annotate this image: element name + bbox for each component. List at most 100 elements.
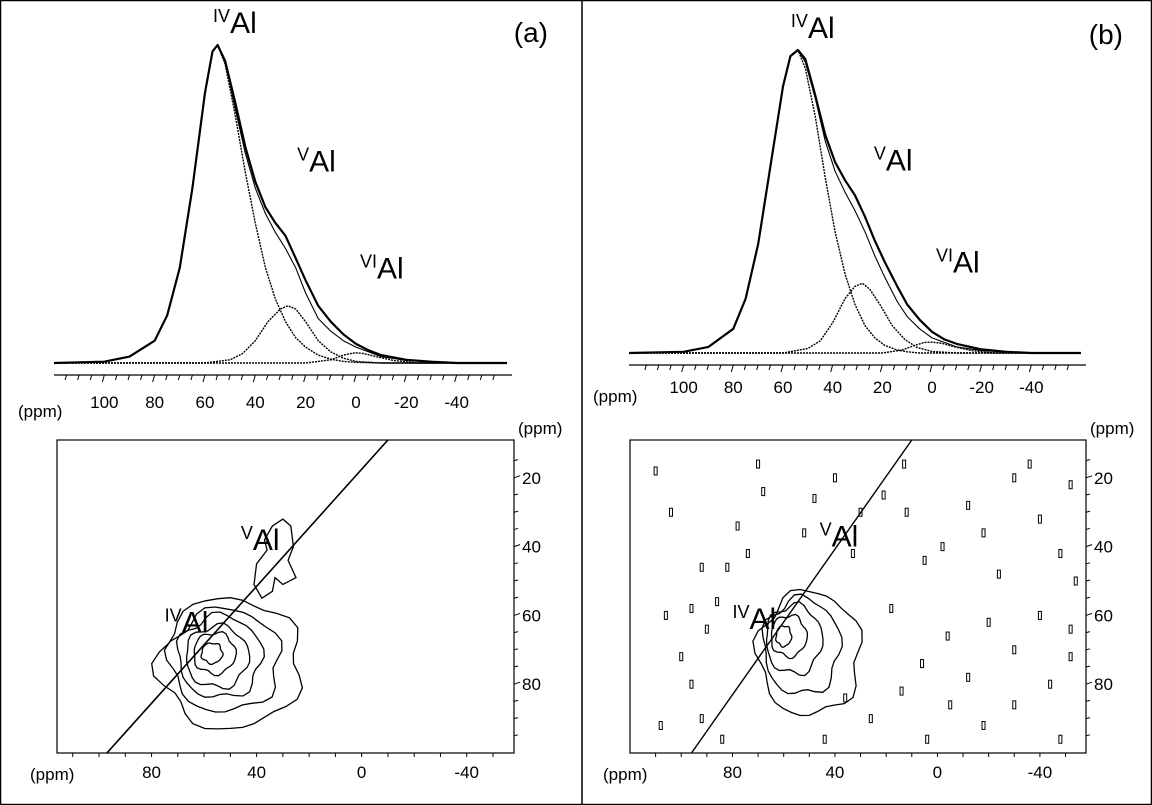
noise-contour xyxy=(720,734,725,744)
noise-contour xyxy=(756,459,761,469)
x-tick xyxy=(127,374,130,381)
peak-label-sup: V xyxy=(297,145,309,165)
peak-label: IVAl xyxy=(213,6,257,40)
x-tick xyxy=(403,374,407,383)
x-tick xyxy=(442,374,445,381)
x-tick xyxy=(669,364,672,371)
x-tick xyxy=(855,364,858,371)
x-tick xyxy=(64,374,68,381)
x-tick xyxy=(165,374,168,381)
x-tick xyxy=(805,364,809,371)
contour-ring xyxy=(175,611,265,698)
x-tick xyxy=(316,374,319,381)
spectrum-series-3 xyxy=(54,305,507,364)
contour-ring xyxy=(200,642,224,665)
x-tick-label: 60 xyxy=(196,393,215,412)
noise-contour xyxy=(966,500,971,510)
y-tick xyxy=(1085,717,1091,720)
peak-label: VIAl xyxy=(360,252,404,286)
x-tick-label: 40 xyxy=(246,393,265,412)
peak-label-sup: IV xyxy=(213,6,230,26)
noise-contour xyxy=(920,659,925,669)
y-tick xyxy=(513,612,521,616)
x-tick xyxy=(843,364,846,371)
noise-contour xyxy=(868,714,873,724)
spectrum-series-3 xyxy=(629,282,1081,354)
contour-ring xyxy=(151,597,304,730)
x-axis-unit: (ppm) xyxy=(18,402,62,421)
peak-label-sup: IV xyxy=(791,11,808,31)
x-tick xyxy=(942,364,945,371)
noise-contour xyxy=(802,528,807,538)
y-tick xyxy=(513,596,519,599)
x-tick xyxy=(818,364,821,371)
peak-label-main: Al xyxy=(953,246,980,279)
noise-contour xyxy=(922,555,927,565)
noise-contour xyxy=(1037,514,1042,524)
x-tick-label: 60 xyxy=(774,378,793,397)
noise-contour xyxy=(699,714,704,724)
spectrum-series-4 xyxy=(629,341,1081,354)
y-tick xyxy=(1085,699,1091,702)
y-tick-label: 60 xyxy=(1094,606,1113,625)
x-tick xyxy=(492,374,495,381)
noise-contour xyxy=(658,720,663,730)
x-tick xyxy=(780,364,784,373)
y-tick xyxy=(1085,612,1093,616)
panel-label: (a) xyxy=(514,17,548,48)
peak-label-main: Al xyxy=(808,12,835,45)
peak-label: VAl xyxy=(874,143,913,177)
x-tick xyxy=(140,374,143,381)
y-tick xyxy=(513,562,519,565)
noise-contour xyxy=(1068,480,1073,490)
x-tick xyxy=(954,364,958,371)
noise-contour xyxy=(904,507,909,517)
contour-ring xyxy=(186,622,251,690)
y-tick xyxy=(1085,631,1091,634)
x-tick xyxy=(830,364,834,373)
noise-contour xyxy=(689,604,694,614)
x-tick xyxy=(379,374,382,381)
contour-ring xyxy=(770,613,809,660)
y-tick-label: 20 xyxy=(522,469,541,488)
x-tick-label: 20 xyxy=(873,378,892,397)
x-tick xyxy=(905,364,908,371)
peak-label: IVAl xyxy=(732,602,776,636)
x-tick xyxy=(867,364,871,371)
peak-label-main: Al xyxy=(886,144,913,177)
x-tick xyxy=(718,364,722,371)
noise-contour xyxy=(858,507,863,517)
x-tick xyxy=(341,374,344,381)
x-tick xyxy=(681,364,685,373)
x-tick-label: -20 xyxy=(394,393,419,412)
y-tick xyxy=(1085,510,1091,513)
x-tick xyxy=(265,374,269,381)
noise-contour xyxy=(745,549,750,559)
y-tick xyxy=(1085,527,1091,530)
noise-contour xyxy=(996,569,1001,579)
y-tick xyxy=(513,579,519,582)
x-tick xyxy=(644,364,647,371)
noise-contour xyxy=(945,631,950,641)
y-tick xyxy=(513,544,521,548)
x-tick xyxy=(202,374,206,383)
x-tick xyxy=(303,374,307,383)
y-tick xyxy=(513,734,519,737)
peak-label-main: Al xyxy=(749,603,776,636)
x-tick xyxy=(190,374,193,381)
peak-label-sup: IV xyxy=(732,602,749,622)
x-tick xyxy=(366,374,370,381)
x-tick xyxy=(793,364,796,371)
x-tick xyxy=(917,364,921,371)
x-tick-label: 0 xyxy=(933,763,942,782)
peak-label: VAl xyxy=(820,520,859,554)
y-tick-label: 80 xyxy=(1094,675,1113,694)
x-tick-label: 100 xyxy=(669,378,697,397)
peak-label: VAl xyxy=(241,523,280,557)
noise-contour xyxy=(1068,624,1073,634)
x-tick xyxy=(467,374,470,381)
noise-contour xyxy=(1012,700,1017,710)
y-tick xyxy=(513,631,519,634)
